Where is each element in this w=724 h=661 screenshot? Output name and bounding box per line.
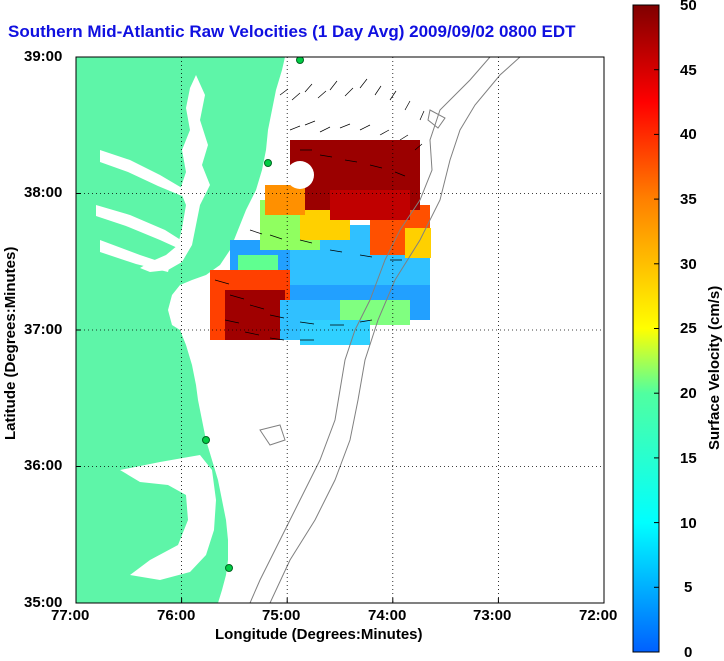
x-tick-label: 74:00 [368, 607, 407, 624]
y-tick-label: 37:00 [24, 321, 63, 338]
colorbar-tick-label: 50 [680, 0, 697, 14]
axis-ticks [76, 193, 499, 603]
colorbar-tick-label: 0 [684, 644, 693, 661]
colorbar-title: Surface Velocity (cm/s) [706, 285, 723, 450]
colorbar-tick-label: 5 [684, 579, 693, 596]
colorbar-ticks [654, 69, 659, 588]
colorbar-tick-label: 35 [680, 191, 697, 208]
x-axis-title: Longitude (Degrees:Minutes) [215, 626, 423, 643]
colorbar-tick-label: 10 [680, 515, 697, 532]
y-tick-label: 39:00 [24, 48, 63, 65]
bay-tributary [100, 150, 182, 196]
vector-arrows [214, 78, 425, 341]
chesapeake-bay [140, 75, 210, 272]
pamlico-sound [120, 455, 216, 580]
y-tick-label: 36:00 [24, 457, 63, 474]
colorbar-tick-label: 40 [680, 126, 697, 143]
colorbar-tick-label: 45 [680, 62, 697, 79]
map-grid [76, 57, 604, 603]
y-axis-title: Latitude (Degrees:Minutes) [2, 246, 19, 440]
x-tick-label: 76:00 [157, 607, 196, 624]
y-tick-label: 35:00 [24, 594, 63, 611]
x-tick-label: 72:00 [579, 607, 618, 624]
y-tick-label: 38:00 [24, 184, 63, 201]
colorbar-tick-label: 15 [680, 450, 697, 467]
bay-tributary [100, 240, 170, 272]
x-tick-label: 73:00 [473, 607, 512, 624]
bathymetry-contours [249, 57, 521, 603]
colorbar-tick-label: 20 [680, 385, 697, 402]
colorbar-tick-label: 30 [680, 256, 697, 273]
map-title: Southern Mid-Atlantic Raw Velocities (1 … [8, 22, 576, 41]
x-tick-label: 77:00 [51, 607, 90, 624]
bay-tributary [96, 205, 184, 250]
radar-site-markers [202, 57, 304, 572]
x-tick-label: 75:00 [262, 607, 301, 624]
colorbar-tick-label: 25 [680, 320, 697, 337]
velocity-field [210, 140, 431, 345]
